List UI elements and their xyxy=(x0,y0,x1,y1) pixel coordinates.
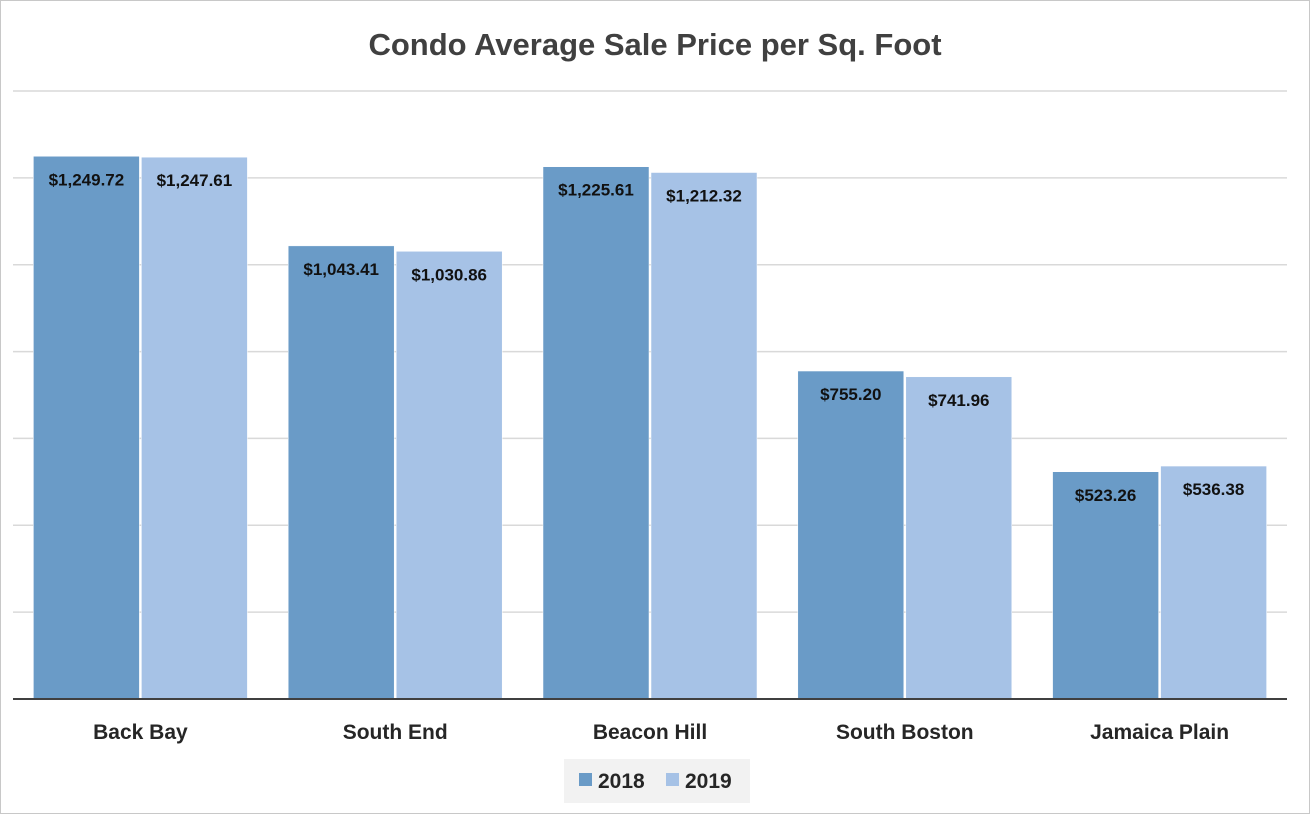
bar-2018-back-bay xyxy=(33,156,140,700)
category-labels: Back Bay South End Beacon Hill South Boston… xyxy=(93,721,1229,744)
legend: 2018 2019 xyxy=(564,759,750,803)
chart-title: Condo Average Sale Price per Sq. Foot xyxy=(368,27,941,62)
legend-label-2019: 2019 xyxy=(685,770,732,793)
bar-2018-south-boston xyxy=(797,370,905,700)
data-label: $1,249.72 xyxy=(49,170,125,189)
data-label: $536.38 xyxy=(1183,480,1244,499)
data-label: $1,225.61 xyxy=(558,181,634,200)
bar-2018-jamaica-plain xyxy=(1052,471,1159,700)
bar-2019-back-bay xyxy=(141,156,248,700)
bar-2019-beacon-hill xyxy=(650,172,758,700)
bars xyxy=(33,156,1267,700)
data-label: $1,030.86 xyxy=(411,265,487,284)
data-labels: $1,249.72 $1,247.61 $1,043.41 $1,030.86 $1,2… xyxy=(49,170,1245,504)
data-label: $755.20 xyxy=(820,385,881,404)
bar-2019-south-end xyxy=(395,251,503,700)
legend-swatch-2018 xyxy=(579,773,592,786)
data-label: $741.96 xyxy=(928,391,989,410)
category-label: Back Bay xyxy=(93,721,188,744)
category-label: South Boston xyxy=(836,721,974,744)
bar-2018-south-end xyxy=(287,245,395,700)
bar-2018-beacon-hill xyxy=(542,166,650,700)
legend-label-2018: 2018 xyxy=(598,770,645,793)
data-label: $1,043.41 xyxy=(303,260,379,279)
legend-swatch-2019 xyxy=(666,773,679,786)
bar-2019-south-boston xyxy=(905,376,1013,700)
category-label: Beacon Hill xyxy=(593,721,707,744)
category-label: Jamaica Plain xyxy=(1090,721,1229,744)
data-label: $1,212.32 xyxy=(666,187,742,206)
data-label: $523.26 xyxy=(1075,486,1136,505)
data-label: $1,247.61 xyxy=(157,171,233,190)
legend-background xyxy=(564,759,750,803)
bar-2019-jamaica-plain xyxy=(1160,465,1267,700)
category-label: South End xyxy=(343,721,448,744)
